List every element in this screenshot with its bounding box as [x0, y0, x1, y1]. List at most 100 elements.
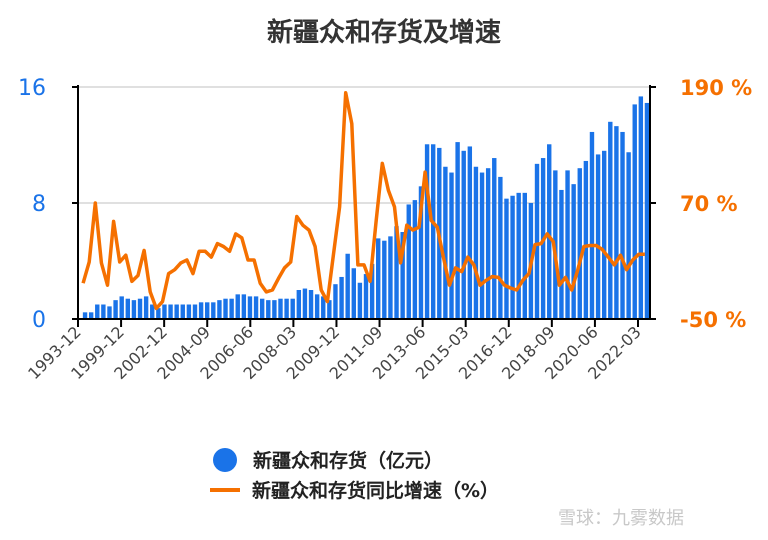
bar [504, 198, 509, 319]
legend-item-growth: 新疆众和存货同比增速（%） [210, 476, 499, 503]
bar [418, 186, 424, 319]
left-tick-label: 0 [32, 308, 46, 333]
bar [461, 150, 466, 319]
bar [601, 150, 607, 319]
bar [534, 163, 540, 319]
bar [107, 306, 112, 319]
bar [345, 253, 350, 319]
bar [113, 300, 118, 319]
bar [382, 240, 387, 319]
growth-line [81, 91, 645, 311]
bar [308, 290, 314, 319]
bar [137, 298, 143, 319]
bar [211, 302, 216, 319]
bar [400, 232, 405, 319]
bar [510, 195, 515, 319]
bar [424, 144, 430, 319]
bar [485, 168, 491, 319]
bar [559, 189, 564, 319]
bar [388, 236, 393, 319]
bar [473, 166, 479, 319]
bar [644, 102, 650, 319]
bar [125, 298, 131, 319]
bar [394, 226, 399, 319]
bar [339, 276, 344, 319]
bar [522, 192, 527, 319]
bar [314, 294, 320, 319]
bar [168, 304, 173, 319]
bar [205, 302, 210, 319]
bar [547, 144, 552, 319]
bar [479, 172, 485, 319]
legend-label-inventory: 新疆众和存货（亿元） [253, 450, 444, 472]
bar [192, 304, 198, 319]
bar [95, 304, 100, 319]
bar [82, 312, 88, 319]
right-tick-label: 190 % [680, 76, 752, 100]
bar [88, 312, 94, 319]
bar [162, 304, 167, 319]
bar [565, 170, 570, 319]
bar [247, 296, 253, 319]
bar [430, 144, 436, 319]
bar [119, 296, 124, 319]
bar [449, 172, 454, 319]
bar [608, 121, 613, 319]
bar [638, 96, 644, 319]
right-tick-label: -50 % [680, 308, 746, 332]
bar [571, 184, 576, 319]
chart-title: 新疆众和存货及增速 [266, 18, 501, 48]
bar [443, 166, 448, 319]
bar [259, 298, 265, 319]
bar [467, 146, 473, 319]
legend-label-growth: 新疆众和存货同比增速（%） [252, 480, 500, 502]
bar [174, 304, 179, 319]
bar [101, 304, 106, 319]
watermark: 雪球：九雾数据 [558, 508, 684, 529]
bar [632, 104, 637, 320]
bar [266, 300, 271, 319]
bar [595, 154, 601, 319]
bar [498, 176, 503, 319]
bar [351, 268, 356, 319]
bar [321, 296, 326, 319]
bar [180, 304, 185, 319]
bar [492, 158, 497, 319]
bar [131, 300, 137, 319]
bar [156, 308, 161, 319]
bar [583, 160, 589, 319]
bar [235, 294, 240, 319]
bar [253, 296, 259, 319]
bar [217, 300, 222, 319]
right-tick-label: 70 % [680, 192, 738, 216]
left-tick-label: 16 [18, 76, 46, 101]
bar [296, 290, 302, 319]
bar [406, 204, 411, 319]
bar [229, 298, 234, 319]
bar [327, 300, 332, 319]
bar [241, 294, 247, 319]
bar [412, 200, 418, 319]
bar [223, 298, 228, 319]
bar [333, 284, 338, 319]
bar [302, 288, 308, 319]
bar [272, 300, 277, 319]
bar [614, 126, 619, 320]
bar [363, 274, 369, 319]
bar [150, 304, 155, 319]
bar [626, 152, 631, 319]
legend-dot-icon [213, 447, 237, 472]
bar [198, 302, 204, 319]
legend-item-inventory: 新疆众和存货（亿元） [210, 446, 443, 473]
bar [620, 131, 625, 319]
bar [284, 298, 289, 319]
bar [186, 304, 192, 319]
bar [357, 282, 363, 319]
bar [290, 298, 295, 319]
bar [455, 142, 460, 319]
bar [589, 131, 595, 319]
bar [143, 296, 149, 319]
bar [369, 263, 375, 319]
left-tick-label: 8 [32, 192, 46, 217]
